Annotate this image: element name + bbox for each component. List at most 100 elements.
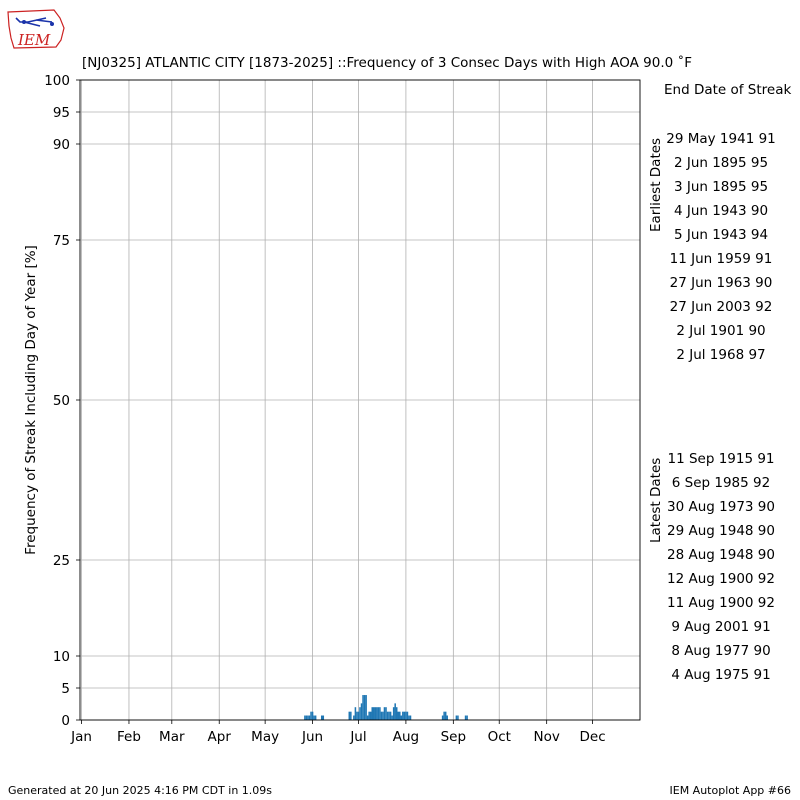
earliest-date-entry: 4 Jun 1943 90: [673, 203, 769, 219]
bar: [382, 711, 384, 720]
bar: [356, 711, 358, 720]
y-tick-label: 25: [53, 553, 70, 569]
bar: [400, 715, 403, 720]
x-tick-label: Jun: [301, 729, 323, 745]
bar: [385, 707, 387, 720]
bar: [365, 695, 367, 720]
earliest-date-entry: 2 Jun 1895 95: [673, 155, 769, 171]
bar: [360, 703, 363, 720]
bar: [304, 715, 306, 720]
x-tick-label: Jul: [349, 729, 366, 745]
earliest-date-entry: 27 Jun 2003 92: [669, 299, 773, 315]
y-tick-label: 95: [53, 105, 70, 121]
bar: [307, 715, 309, 720]
y-tick-label: 100: [44, 73, 70, 89]
chart-title: [NJ0325] ATLANTIC CITY [1873-2025] ::Fre…: [82, 54, 692, 71]
iem-logo: IEM: [6, 6, 66, 50]
bar: [392, 707, 395, 720]
earliest-date-entry: 2 Jul 1968 97: [676, 347, 766, 363]
footer-app: IEM Autoplot App #66: [669, 784, 792, 797]
bar: [308, 715, 311, 720]
latest-date-entry: 8 Aug 1977 90: [671, 643, 771, 659]
iem-logo-text: IEM: [18, 31, 51, 49]
iem-logo-graphic: [7, 9, 65, 49]
plot-frame: [79, 79, 641, 721]
earliest-date-entry: 27 Jun 1963 90: [669, 275, 773, 291]
y-tick-label: 5: [61, 681, 70, 697]
x-tick-label: Apr: [208, 729, 232, 745]
bar: [380, 711, 383, 720]
bar: [402, 711, 404, 720]
latest-date-entry: 6 Sep 1985 92: [671, 475, 771, 491]
bar: [353, 715, 355, 720]
y-tick-label: 50: [53, 393, 70, 409]
bar: [408, 715, 410, 720]
earliest-date-entry: 3 Jun 1895 95: [673, 179, 769, 195]
latest-dates-label: Latest Dates: [648, 457, 664, 543]
bar: [443, 711, 445, 720]
bar: [389, 711, 392, 720]
bar: [362, 695, 364, 720]
footer-generated: Generated at 20 Jun 2025 4:16 PM CDT in …: [8, 784, 273, 797]
bar: [388, 711, 390, 720]
bar: [377, 707, 380, 720]
bar: [386, 711, 389, 720]
bar: [446, 715, 448, 720]
bar: [399, 711, 401, 720]
bar: [383, 707, 386, 720]
y-tick-label: 75: [53, 233, 70, 249]
bar: [403, 711, 406, 720]
bar: [366, 715, 369, 720]
bar: [379, 707, 381, 720]
bar: [310, 711, 312, 720]
bar: [405, 711, 407, 720]
bar: [369, 711, 372, 720]
earliest-dates-label: Earliest Dates: [648, 137, 664, 232]
latest-date-entry: 4 Aug 1975 91: [671, 667, 771, 683]
latest-date-entry: 30 Aug 1973 90: [667, 499, 775, 515]
axis-layer: 0 5 10 25 50 75 90 95 100 Jan Feb Mar Apr May Jun Jul Au…: [44, 73, 641, 745]
x-tick-label: Jan: [70, 729, 92, 745]
bar: [371, 707, 374, 720]
earliest-date-entry: 5 Jun 1943 94: [673, 227, 769, 243]
bar: [348, 711, 351, 720]
bar: [368, 711, 370, 720]
x-tick-label: Oct: [488, 729, 511, 745]
bar: [322, 715, 325, 720]
bar: [313, 715, 315, 720]
earliest-date-entry: 29 May 1941 91: [666, 131, 776, 147]
bar: [409, 715, 412, 720]
bar: [464, 715, 467, 720]
bar: [311, 711, 314, 720]
grid-layer: [80, 79, 640, 721]
x-tick-label: Feb: [117, 729, 141, 745]
bar: [359, 707, 361, 720]
bar: [376, 707, 378, 720]
bar: [357, 711, 360, 720]
bar: [350, 711, 352, 720]
bar: [455, 715, 458, 720]
y-tick-label: 90: [53, 137, 70, 153]
bar: [373, 707, 375, 720]
bar: [395, 707, 398, 720]
latest-date-entry: 11 Sep 1915 91: [667, 451, 775, 467]
bar: [354, 707, 357, 720]
bar: [320, 715, 323, 720]
bar-layer: [304, 695, 468, 720]
x-tick-label: Sep: [441, 729, 466, 745]
bar: [444, 711, 447, 720]
bar: [391, 715, 393, 720]
y-tick-label: 10: [53, 649, 70, 665]
bar: [397, 711, 400, 720]
bar: [314, 715, 317, 720]
bar: [374, 707, 377, 720]
y-tick-label: 0: [61, 713, 70, 729]
bar: [394, 703, 396, 720]
side-panel-header: End Date of Streak: [664, 82, 792, 98]
latest-date-entry: 29 Aug 1948 90: [667, 523, 775, 539]
bar: [305, 715, 308, 720]
earliest-date-entry: 11 Jun 1959 91: [669, 251, 773, 267]
x-tick-label: Mar: [159, 729, 185, 745]
bar: [466, 715, 468, 720]
